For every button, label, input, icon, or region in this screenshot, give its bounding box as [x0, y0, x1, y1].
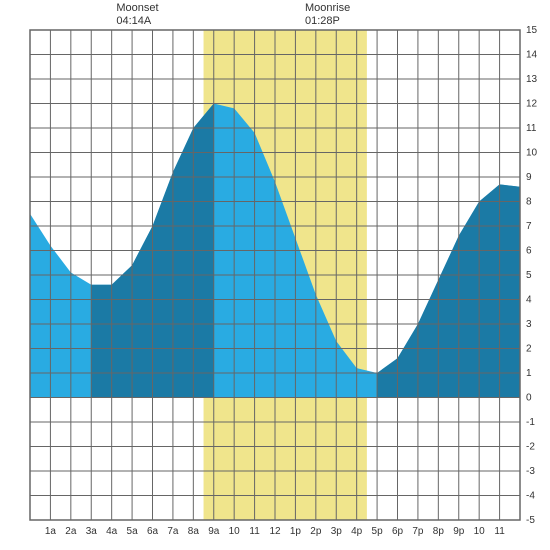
svg-text:-4: -4: [526, 491, 535, 502]
moonrise-annotation: Moonrise 01:28P: [305, 2, 350, 28]
svg-text:5: 5: [526, 270, 532, 281]
moonrise-label: Moonrise: [305, 2, 350, 15]
svg-text:4: 4: [526, 295, 532, 306]
svg-text:6p: 6p: [392, 526, 404, 537]
svg-text:5p: 5p: [372, 526, 384, 537]
svg-text:11: 11: [526, 123, 537, 134]
svg-text:4p: 4p: [351, 526, 363, 537]
svg-text:2p: 2p: [310, 526, 322, 537]
svg-text:1a: 1a: [45, 526, 57, 537]
svg-text:6a: 6a: [147, 526, 159, 537]
svg-text:9a: 9a: [208, 526, 220, 537]
svg-text:4a: 4a: [106, 526, 118, 537]
svg-text:14: 14: [526, 50, 538, 61]
chart-svg: 1a2a3a4a5a6a7a8a9a1011121p2p3p4p5p6p7p8p…: [0, 0, 550, 550]
svg-text:-1: -1: [526, 417, 535, 428]
svg-text:9: 9: [526, 172, 532, 183]
svg-text:15: 15: [526, 25, 538, 36]
svg-text:-3: -3: [526, 466, 535, 477]
svg-text:7p: 7p: [412, 526, 424, 537]
moonset-time: 04:14A: [116, 15, 158, 28]
svg-text:12: 12: [526, 99, 538, 110]
svg-text:1p: 1p: [290, 526, 302, 537]
svg-text:10: 10: [229, 526, 241, 537]
tide-chart: 1a2a3a4a5a6a7a8a9a1011121p2p3p4p5p6p7p8p…: [0, 0, 550, 550]
svg-text:-5: -5: [526, 515, 535, 526]
svg-text:8a: 8a: [188, 526, 200, 537]
svg-text:9p: 9p: [453, 526, 465, 537]
svg-text:8: 8: [526, 197, 532, 208]
svg-text:1: 1: [526, 368, 532, 379]
svg-text:0: 0: [526, 393, 532, 404]
svg-text:8p: 8p: [433, 526, 445, 537]
svg-text:3a: 3a: [86, 526, 98, 537]
moonrise-time: 01:28P: [305, 15, 350, 28]
svg-text:6: 6: [526, 246, 532, 257]
svg-text:10: 10: [526, 148, 538, 159]
svg-text:11: 11: [249, 526, 260, 537]
svg-text:2a: 2a: [65, 526, 77, 537]
svg-text:5a: 5a: [127, 526, 139, 537]
svg-text:10: 10: [474, 526, 486, 537]
moonset-annotation: Moonset 04:14A: [116, 2, 158, 28]
svg-text:2: 2: [526, 344, 532, 355]
svg-text:12: 12: [269, 526, 281, 537]
svg-text:-2: -2: [526, 442, 535, 453]
svg-text:7: 7: [526, 221, 532, 232]
svg-text:3: 3: [526, 319, 532, 330]
svg-text:3p: 3p: [331, 526, 343, 537]
svg-text:11: 11: [494, 526, 505, 537]
svg-text:13: 13: [526, 74, 538, 85]
svg-text:7a: 7a: [167, 526, 179, 537]
moonset-label: Moonset: [116, 2, 158, 15]
